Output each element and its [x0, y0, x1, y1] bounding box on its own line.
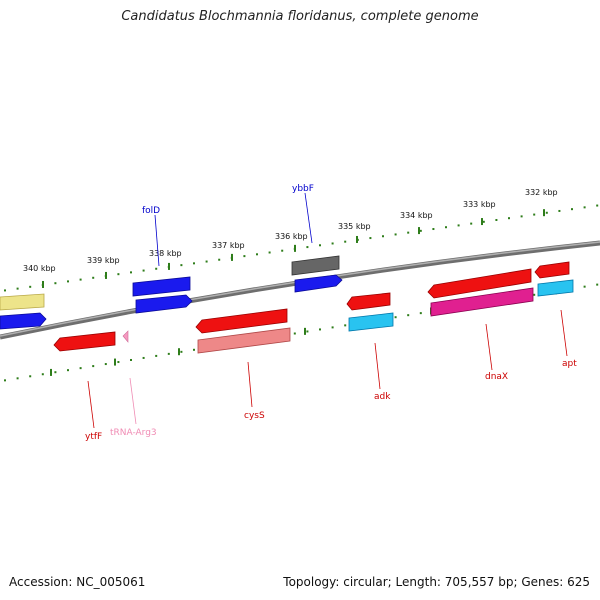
kbp-label-336: 336 kbp	[275, 232, 308, 241]
feature-adk-cyan[interactable]	[348, 312, 394, 332]
feature-ytfF-red[interactable]	[53, 331, 116, 352]
feature-tracks	[0, 255, 574, 354]
feature-apt-cyan[interactable]	[537, 279, 574, 297]
kbp-label-339: 339 kbp	[87, 256, 120, 265]
feature-folD-2[interactable]	[135, 294, 193, 314]
gene-label-folD: folD	[142, 206, 160, 216]
accession-text: Accession: NC_005061	[9, 575, 146, 589]
kbp-scale: 340 kbp 339 kbp 338 kbp 337 kbp 336 kbp …	[23, 188, 558, 273]
gene-label-cysS: cysS	[244, 411, 265, 421]
feature-folD-1[interactable]	[132, 276, 191, 297]
genome-stats-text: Topology: circular; Length: 705,557 bp; …	[283, 575, 590, 589]
gene-labels: folD ybbF ytfF tRNA-Arg3 cysS adk dnaX a…	[85, 184, 577, 442]
outer-tick-ring	[4, 204, 599, 292]
feature-ybbF-gray[interactable]	[291, 255, 340, 276]
gene-label-ytfF: ytfF	[85, 432, 102, 442]
feature-cysS-red[interactable]	[195, 308, 288, 334]
feature-dnaX-red[interactable]	[427, 268, 532, 299]
feature-adk-red[interactable]	[346, 292, 391, 311]
map-title: Candidatus Blochmannia floridanus, compl…	[121, 9, 479, 24]
gene-label-tRNA-Arg3: tRNA-Arg3	[110, 428, 157, 438]
label-leaders	[87, 192, 568, 429]
gene-label-adk: adk	[374, 392, 391, 402]
kbp-label-340: 340 kbp	[23, 264, 56, 273]
feature-cysS-salmon[interactable]	[197, 327, 291, 354]
feature-khaki[interactable]	[0, 293, 45, 311]
feature-apt-red[interactable]	[534, 261, 570, 279]
gene-label-dnaX: dnaX	[485, 372, 508, 382]
feature-tRNA-Arg3[interactable]	[122, 330, 129, 343]
kbp-label-333: 333 kbp	[463, 200, 496, 209]
kbp-label-335: 335 kbp	[338, 222, 371, 231]
kbp-label-332: 332 kbp	[525, 188, 558, 197]
feature-dnaX-magenta[interactable]	[430, 287, 534, 317]
kbp-label-334: 334 kbp	[400, 211, 433, 220]
kbp-label-338: 338 kbp	[149, 249, 182, 258]
gene-label-ybbF: ybbF	[292, 184, 314, 194]
feature-blue-left[interactable]	[0, 312, 47, 330]
feature-ybbF-blue[interactable]	[294, 274, 343, 293]
kbp-label-337: 337 kbp	[212, 241, 245, 250]
gene-label-apt: apt	[562, 359, 577, 369]
